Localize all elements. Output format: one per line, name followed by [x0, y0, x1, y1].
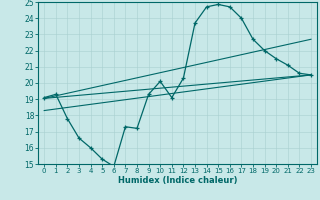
X-axis label: Humidex (Indice chaleur): Humidex (Indice chaleur): [118, 176, 237, 185]
